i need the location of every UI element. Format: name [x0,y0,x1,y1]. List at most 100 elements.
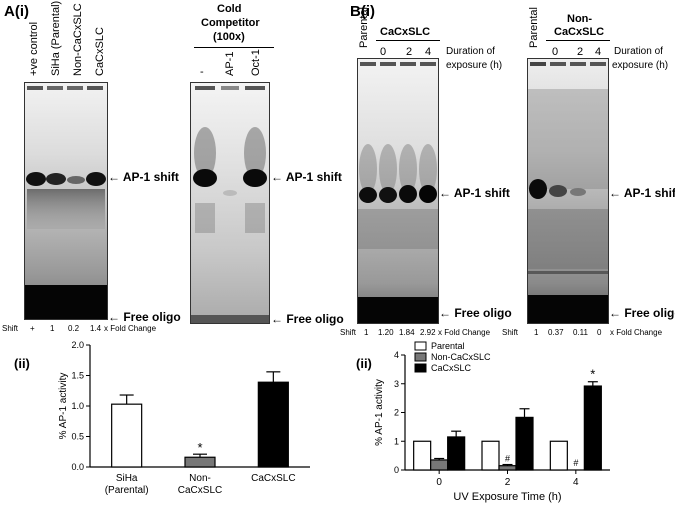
significance-marker: # [505,454,510,464]
x-tick-label: 2 [505,477,511,488]
significance-marker: * [197,440,202,455]
gel2-lane-2-label: AP-1 [224,51,236,76]
chart-a-ap1-activity: 0.0 0.5 1.0 1.5 2.0 % AP-1 activity SiHa(Paren… [58,340,310,496]
gel-b1-free-oligo-label: ← Free oligo [439,306,512,320]
gel-b2-free-oligo-label: ← Free oligo [609,306,675,320]
gel-image-b1 [357,58,439,324]
gel-image-a2 [190,82,270,324]
competitor-title-3: (100x) [213,31,245,43]
x-tick-label: CaCxSLC [251,473,295,484]
panel-b2-label: (ii) [356,356,372,371]
y-tick-label: 4 [394,350,399,360]
bar-non-cacxslc [184,456,216,468]
bar-non-cacxslc-2h [498,465,517,471]
shift-a-fold-change: x Fold Change [104,324,157,333]
gel1-lane-1-label: +ve control [28,21,40,76]
bar-parental-2h [481,440,500,471]
y-tick-label: 0 [394,465,399,475]
shift-b2-val-2: 0.37 [548,328,564,337]
gel-b1-time-4: 4 [425,46,432,58]
shift-b2-fold-change: x Fold Change [610,328,663,337]
shift-a-val-2: 1 [50,324,55,333]
gel-b1-parental-label: Parental [358,7,370,48]
gel-b1-duration-1: Duration of [446,46,495,57]
bar-siha-parental [111,403,143,468]
legend-label-cacxslc: CaCxSLC [431,363,472,373]
gel-b1-ap1-shift-label: ← AP-1 shift [439,186,510,200]
bar-non-cacxslc-0h [430,459,449,471]
x-tick-label: SiHa [116,473,138,484]
shift-label-a: Shift [2,324,19,333]
panel-a-label: A(i) [4,3,29,20]
shift-label-b1: Shift [340,328,357,337]
shift-a-val-1: + [30,324,35,333]
x-tick-label: Non- [189,473,211,484]
gel1-lane-2-label: SiHa (Parental) [50,0,62,76]
x-axis-label: UV Exposure Time (h) [453,491,561,503]
bar-cacxslc-2h [515,416,534,471]
bar-parental-0h [413,440,432,471]
legend-label-parental: Parental [431,341,465,351]
gel-b2-time-0: 0 [552,46,559,58]
legend-swatch-non-cacxslc [414,352,427,362]
gel-b1-time-2: 2 [406,46,413,58]
gel2-lane-3-label: Oct-1 [250,49,262,76]
legend-label-non-cacxslc: Non-CaCxSLC [431,352,491,362]
gel-b1-group-line [376,40,440,41]
gel-b2-time-2: 2 [577,46,584,58]
gel2-lane-1-label: - [200,66,204,78]
shift-b2-val-3: 0.11 [573,328,588,337]
bar-cacxslc-0h [447,436,466,471]
gel1-lane-3-label: Non-CaCxSLC [72,3,84,76]
bar-cacxslc-4h [583,385,602,471]
gel-b1-group-label: CaCxSLC [380,26,431,38]
competitor-bracket-line [194,47,274,48]
shift-b1-fold-change: x Fold Change [438,328,491,337]
y-tick-label: 2 [394,408,399,418]
gel-image-b2 [527,58,609,324]
gel-image-a1 [24,82,108,320]
shift-b1-val-3: 1.84 [399,328,415,337]
significance-marker: * [590,367,595,382]
y-tick-label: 0.0 [71,462,84,472]
gel-b2-time-4: 4 [595,46,602,58]
shift-label-b2: Shift [502,328,519,337]
chart-b-ap1-activity-uv: 0 1 2 3 4 % AP-1 activity UV Exposure Time (h)… [374,341,610,503]
gel-b2-duration-1: Duration of [614,46,663,57]
gel-a1-ap1-shift-label: ← AP-1 shift [108,170,179,184]
bar-parental-4h [549,440,568,471]
shift-b1-val-4: 2.92 [420,328,436,337]
competitor-title-2: Competitor [201,17,260,29]
gel-a2-ap1-shift-label: ← AP-1 shift [271,170,342,184]
gel-b2-duration-2: exposure (h) [612,60,669,71]
gel-b2-group-label-2: CaCxSLC [554,26,605,38]
y-tick-label: 1.5 [71,371,84,381]
y-axis-label: % AP-1 activity [58,373,69,440]
panel-b-label: B(i) [350,3,375,20]
gel-b2-ap1-shift-label: ← AP-1 shift [609,186,675,200]
legend-swatch-parental [414,341,427,351]
y-axis-label: % AP-1 activity [374,379,385,446]
panel-a2-label: (ii) [14,356,30,371]
competitor-title-1: Cold [217,3,242,15]
y-tick-label: 1 [394,436,399,446]
shift-b1-val-2: 1.20 [378,328,394,337]
shift-a-val-4: 1.4 [90,324,102,333]
y-tick-label: 3 [394,379,399,389]
gel-a2-free-oligo-label: ← Free oligo [271,312,344,326]
shift-b2-val-4: 0 [597,328,602,337]
y-tick-label: 0.5 [71,432,84,442]
shift-b2-val-1: 1 [534,328,539,337]
gel-b2-group-line [546,40,610,41]
gel-a1-free-oligo-label: ← Free oligo [108,310,181,324]
bar-cacxslc [257,381,289,468]
x-tick-label: 4 [573,477,579,488]
x-tick-label: 0 [436,477,442,488]
significance-marker: # [573,458,578,468]
x-tick-label: CaCxSLC [178,485,222,496]
x-tick-label: (Parental) [105,485,149,496]
shift-a-val-3: 0.2 [68,324,80,333]
gel-b1-duration-2: exposure (h) [446,60,503,71]
shift-b1-val-1: 1 [364,328,369,337]
gel-b2-group-label-1: Non- [567,13,593,25]
